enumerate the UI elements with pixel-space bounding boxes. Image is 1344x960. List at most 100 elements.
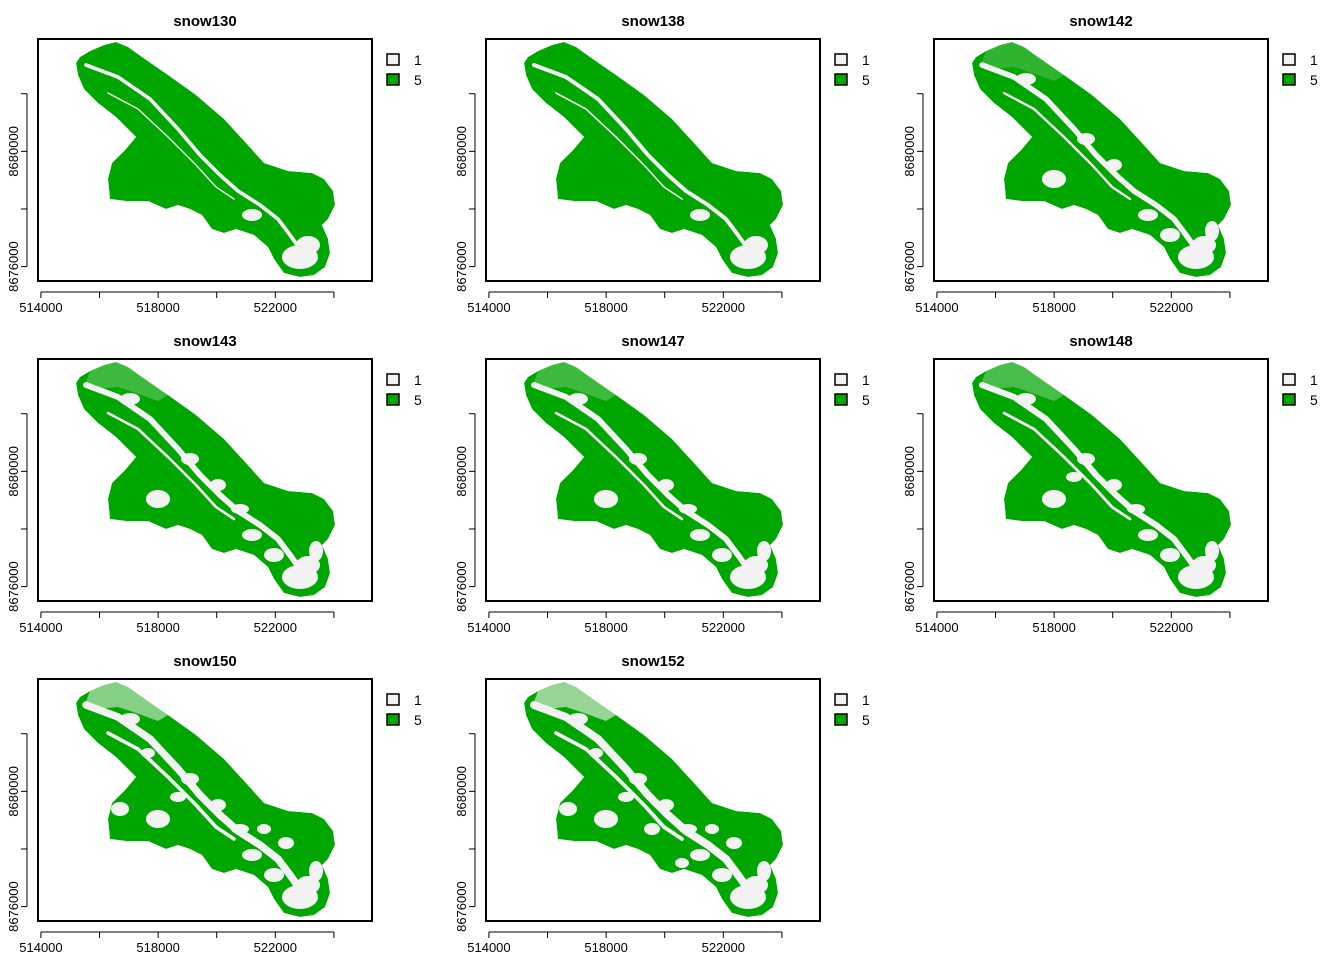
legend-swatch (1282, 73, 1296, 86)
raster-area (76, 362, 335, 597)
snow-patch (690, 529, 710, 541)
snow-patch (658, 799, 674, 811)
river-channel (979, 62, 1211, 264)
x-tick-label: 522000 (702, 620, 745, 635)
snow-patch (705, 824, 719, 834)
snow-patch (1160, 228, 1180, 242)
snow-patch (757, 861, 771, 881)
legend-label: 5 (862, 392, 870, 408)
snow-patch (264, 868, 284, 882)
legend-label: 1 (862, 692, 870, 708)
river-channel (82, 701, 316, 905)
y-tick-label: 8676000 (902, 561, 917, 612)
legend: 15 (1282, 372, 1318, 408)
legend-swatch (834, 373, 848, 386)
side-channel (107, 92, 235, 200)
legend-swatch (386, 713, 400, 726)
y-tick-label: 8680000 (454, 446, 469, 497)
map-panel: snow147 514000 518000 522000 8676000 8680000 1… (454, 333, 870, 635)
x-axis: 514000 518000 522000 (467, 291, 783, 315)
y-axis: 8676000 8680000 (454, 413, 476, 612)
x-tick-label: 518000 (584, 940, 627, 955)
map-panel: snow142 514000 518000 522000 8676000 8680000 1… (902, 13, 1318, 315)
x-tick-label: 522000 (254, 940, 297, 955)
x-tick-label: 518000 (584, 620, 627, 635)
snow-covered-upper (84, 682, 168, 721)
map-panel: snow143 514000 518000 522000 8676000 8680000 1… (6, 333, 422, 635)
legend-label: 5 (414, 72, 422, 88)
snow-covered-upper (532, 682, 616, 721)
snow-patch (594, 490, 618, 508)
panel-title: snow142 (1069, 13, 1132, 30)
y-tick-label: 8680000 (6, 766, 21, 817)
legend-label: 1 (1310, 52, 1318, 68)
snow-patch (309, 541, 323, 561)
river-channel (84, 63, 314, 263)
plot-frame (485, 38, 821, 282)
y-tick-label: 8676000 (6, 881, 21, 932)
snow-patch (1042, 490, 1066, 508)
legend: 15 (386, 52, 422, 88)
side-channel (106, 731, 236, 841)
side-channel (554, 411, 684, 521)
legend-swatch (834, 693, 848, 706)
snow-patch (120, 393, 140, 405)
y-axis: 8676000 8680000 (6, 733, 28, 932)
legend-label: 5 (414, 712, 422, 728)
x-axis: 514000 518000 522000 (19, 931, 335, 955)
snow-patch (629, 453, 647, 465)
legend-label: 1 (862, 52, 870, 68)
snow-patch (210, 479, 226, 491)
raster-area (972, 42, 1231, 277)
x-tick-label: 518000 (136, 300, 179, 315)
legend-label: 5 (862, 72, 870, 88)
plot-frame (485, 678, 821, 922)
legend: 15 (1282, 52, 1318, 88)
legend-label: 1 (862, 372, 870, 388)
snow-patch (757, 541, 771, 561)
river-channel (978, 381, 1212, 585)
panel-title: snow138 (621, 13, 684, 30)
legend: 15 (834, 692, 870, 728)
legend-label: 5 (1310, 72, 1318, 88)
snow-patch (278, 837, 294, 849)
map-panel: snow152 514000 518000 522000 8676000 8680000 1… (454, 653, 870, 955)
x-tick-label: 518000 (584, 300, 627, 315)
side-channel (554, 731, 684, 841)
y-tick-label: 8680000 (6, 126, 21, 177)
x-tick-label: 514000 (915, 300, 958, 315)
snow-patch (679, 504, 697, 514)
snow-patch (141, 748, 155, 758)
snow-covered-upper (84, 362, 168, 401)
snow-patch (629, 773, 647, 785)
x-tick-label: 514000 (467, 620, 510, 635)
side-channel (1002, 411, 1132, 521)
x-tick-label: 514000 (467, 300, 510, 315)
snow-patch (146, 810, 170, 828)
river-channel (530, 701, 764, 905)
legend-swatch (386, 393, 400, 406)
snow-patch (1077, 453, 1095, 465)
x-axis: 514000 518000 522000 (915, 291, 1231, 315)
snow-patch (690, 209, 710, 221)
raster-area (524, 42, 783, 277)
x-axis: 514000 518000 522000 (467, 611, 783, 635)
panel-title: snow143 (173, 333, 236, 350)
snow-patch (1138, 529, 1158, 541)
snow-patch (309, 861, 323, 881)
snow-patch (242, 209, 262, 221)
y-tick-label: 8680000 (454, 126, 469, 177)
legend: 15 (834, 52, 870, 88)
y-tick-label: 8676000 (454, 561, 469, 612)
snow-patch (146, 490, 170, 508)
side-channel (1002, 91, 1132, 201)
raster-area (76, 682, 335, 917)
snow-patch (690, 849, 710, 861)
legend-swatch (386, 53, 400, 66)
snow-patch (1106, 159, 1122, 171)
y-tick-label: 8676000 (454, 881, 469, 932)
legend-label: 5 (862, 712, 870, 728)
side-channel (106, 411, 236, 521)
legend-swatch (386, 373, 400, 386)
